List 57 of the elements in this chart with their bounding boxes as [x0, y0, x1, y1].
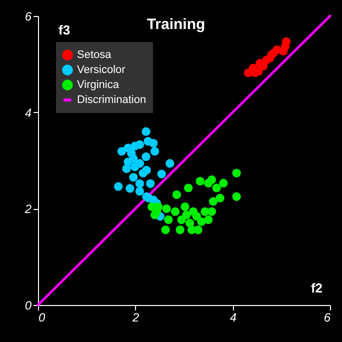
point — [149, 138, 158, 148]
point — [150, 147, 160, 156]
point — [219, 178, 228, 188]
point — [232, 168, 241, 178]
x-axis-title: f2 — [310, 280, 322, 296]
y-tick-label: 0 — [24, 298, 32, 312]
point — [117, 147, 126, 156]
point — [129, 154, 138, 163]
x-tick-label: 4 — [230, 310, 237, 324]
point — [161, 226, 170, 234]
point — [208, 197, 218, 206]
point — [122, 164, 131, 174]
point — [176, 226, 184, 234]
point — [204, 215, 213, 224]
y-tick-label: 4 — [24, 106, 32, 120]
point — [216, 194, 224, 202]
point — [135, 179, 144, 188]
legend-label: Discrimination — [77, 94, 146, 106]
point — [142, 152, 150, 161]
point — [172, 190, 182, 200]
point — [278, 46, 288, 56]
point — [182, 210, 191, 220]
point — [196, 176, 204, 186]
point — [164, 215, 173, 224]
x-tick-label: 2 — [131, 310, 140, 324]
point — [154, 202, 163, 212]
point — [135, 187, 144, 196]
point — [170, 207, 180, 216]
point — [207, 175, 216, 184]
point — [192, 212, 201, 221]
legend-label: Virginica — [77, 79, 120, 91]
point — [142, 127, 150, 136]
point — [157, 170, 166, 178]
y-axis-title: f3 — [58, 22, 70, 38]
legend-label: Versicolor — [77, 64, 126, 76]
point — [126, 184, 134, 193]
point — [129, 173, 138, 182]
point — [180, 202, 190, 212]
point — [114, 182, 123, 191]
point — [184, 184, 193, 192]
legend-label: Setosa — [77, 49, 112, 61]
point — [282, 37, 291, 46]
point — [207, 207, 216, 216]
point — [232, 192, 241, 201]
point — [135, 159, 144, 168]
point — [212, 184, 221, 192]
point — [138, 168, 148, 178]
y-tick-label: 2 — [24, 202, 32, 216]
x-tick-label: 0 — [38, 310, 46, 324]
point — [162, 204, 171, 213]
point — [135, 140, 144, 149]
point — [166, 159, 174, 168]
y-tick-label: 6 — [24, 10, 32, 24]
chart-title: Training — [146, 16, 206, 33]
point — [146, 179, 155, 188]
x-tick-label: 6 — [324, 310, 331, 324]
point — [194, 226, 202, 234]
